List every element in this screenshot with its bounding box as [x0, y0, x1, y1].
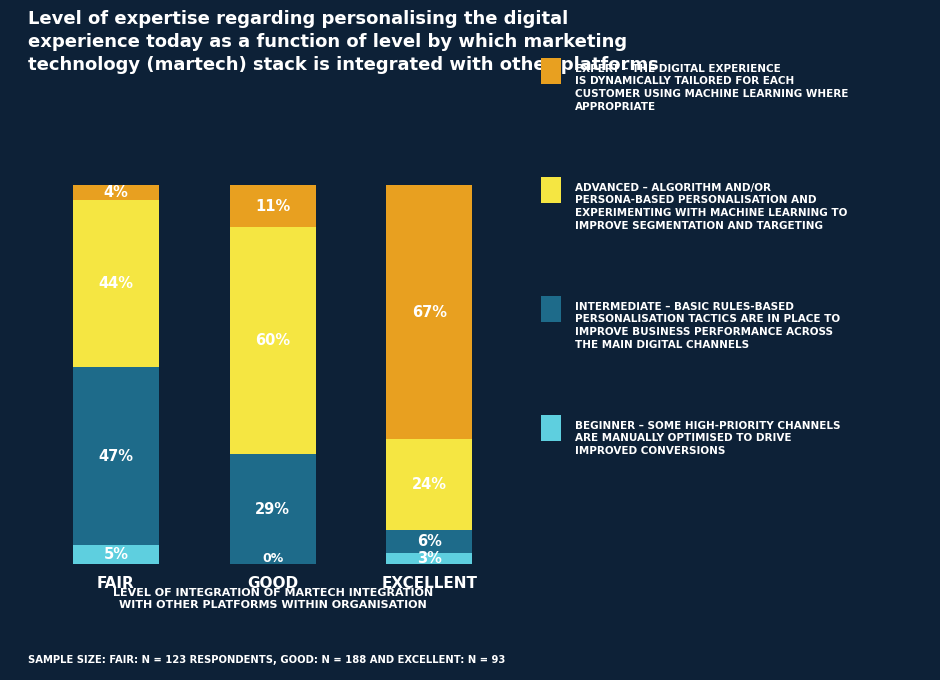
Text: INTERMEDIATE – BASIC RULES-BASED
PERSONALISATION TACTICS ARE IN PLACE TO
IMPROVE: INTERMEDIATE – BASIC RULES-BASED PERSONA… [575, 302, 840, 350]
Text: 60%: 60% [255, 333, 290, 348]
Text: BEGINNER – SOME HIGH-PRIORITY CHANNELS
ARE MANUALLY OPTIMISED TO DRIVE
IMPROVED : BEGINNER – SOME HIGH-PRIORITY CHANNELS A… [575, 421, 840, 456]
Text: 44%: 44% [99, 276, 133, 291]
Text: 3%: 3% [416, 551, 442, 566]
Bar [73, 367, 159, 545]
Bar [386, 439, 473, 530]
Bar [229, 454, 316, 564]
Text: 29%: 29% [255, 502, 290, 517]
Bar [386, 185, 473, 439]
Text: 67%: 67% [412, 305, 446, 320]
Text: SAMPLE SIZE: FAIR: N = 123 RESPONDENTS, GOOD: N = 188 AND EXCELLENT: N = 93: SAMPLE SIZE: FAIR: N = 123 RESPONDENTS, … [28, 655, 506, 665]
Text: 6%: 6% [416, 534, 442, 549]
Bar [386, 553, 473, 564]
Text: 47%: 47% [99, 449, 133, 464]
Text: 24%: 24% [412, 477, 446, 492]
Text: 11%: 11% [255, 199, 290, 214]
Text: 4%: 4% [103, 185, 129, 200]
Text: EXPERT – THE DIGITAL EXPERIENCE
IS DYNAMICALLY TAILORED FOR EACH
CUSTOMER USING : EXPERT – THE DIGITAL EXPERIENCE IS DYNAM… [575, 64, 849, 112]
Bar [73, 185, 159, 201]
Text: ADVANCED – ALGORITHM AND/OR
PERSONA-BASED PERSONALISATION AND
EXPERIMENTING WITH: ADVANCED – ALGORITHM AND/OR PERSONA-BASE… [575, 183, 848, 231]
Text: Level of expertise regarding personalising the digital
experience today as a fun: Level of expertise regarding personalisi… [28, 10, 659, 74]
Text: 0%: 0% [262, 552, 283, 565]
Bar [73, 545, 159, 564]
Text: LEVEL OF INTEGRATION OF MARTECH INTEGRATION
WITH OTHER PLATFORMS WITHIN ORGANISA: LEVEL OF INTEGRATION OF MARTECH INTEGRAT… [113, 588, 432, 610]
Bar [229, 185, 316, 227]
Bar [229, 227, 316, 454]
Text: 5%: 5% [103, 547, 129, 562]
Bar [73, 201, 159, 367]
Bar [386, 530, 473, 553]
